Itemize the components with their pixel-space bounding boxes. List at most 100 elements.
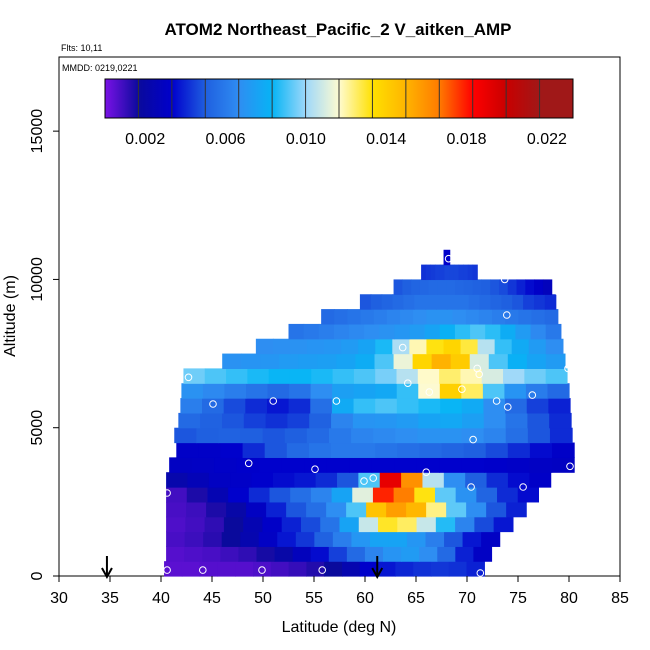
heatmap-cell [476, 487, 498, 503]
heatmap-cell [288, 398, 311, 414]
heatmap-cell [374, 412, 398, 429]
heatmap-cell [461, 412, 485, 429]
heatmap-cell [545, 338, 564, 355]
heatmap-cell [388, 531, 408, 547]
heatmap-cell [525, 279, 535, 295]
heatmap-cell [507, 472, 530, 488]
heatmap-cell [547, 383, 570, 399]
heatmap-cell [306, 427, 330, 444]
heatmap-cell [222, 353, 242, 369]
heatmap-cell [393, 279, 403, 295]
heatmap-cell [334, 309, 349, 325]
heatmap-cell [331, 487, 353, 503]
heatmap-cell [439, 309, 454, 325]
heatmap-cell [444, 264, 450, 281]
heatmap-cell [512, 294, 524, 310]
colorbar-segment [138, 79, 173, 118]
heatmap-cell [401, 546, 420, 562]
x-tick-label: 55 [305, 590, 323, 607]
heatmap-cell [369, 531, 390, 547]
heatmap-cell [304, 457, 328, 473]
heatmap-cell [310, 487, 333, 503]
heatmap-cell [295, 531, 315, 547]
sample-point [503, 311, 511, 319]
heatmap-cell [353, 383, 376, 399]
heatmap-cell [549, 412, 572, 429]
x-tick-label: 45 [203, 590, 221, 607]
heatmap-cell [409, 323, 426, 340]
heatmap-cell [377, 561, 396, 577]
y-axis-label: Altitude (m) [2, 275, 19, 357]
x-tick-label: 50 [254, 590, 272, 607]
heatmap-cell [485, 323, 501, 340]
heatmap-cell [346, 546, 366, 562]
heatmap-cell [452, 309, 467, 325]
heatmap-cell [360, 309, 375, 325]
dates-label: MMDD: 0219,0221 [62, 63, 138, 73]
heatmap-cell [490, 294, 502, 310]
colorbar-segment [539, 79, 574, 118]
heatmap-cell [259, 457, 283, 473]
heatmap-cell [434, 487, 457, 503]
heatmap-cell [500, 323, 517, 340]
heatmap-cell [355, 353, 376, 369]
heatmap-cell [375, 383, 398, 399]
heatmap-cell [243, 412, 267, 429]
heatmap-cell [549, 427, 573, 444]
heatmap-cell [328, 427, 352, 444]
heatmap-cell [440, 398, 463, 414]
heatmap-cell [292, 546, 312, 562]
heatmap-cell [230, 472, 253, 488]
heatmap-cell [430, 264, 436, 281]
sample-point [566, 462, 574, 471]
heatmap-cell [166, 531, 186, 547]
sample-point [422, 468, 431, 477]
heatmap-cell [202, 383, 226, 399]
heatmap-cell [439, 264, 446, 281]
heatmap-cell [414, 294, 426, 310]
x-tick-label: 65 [407, 590, 425, 607]
heatmap-cell [414, 487, 436, 503]
heatmap-cell [493, 516, 514, 533]
heatmap-cell [396, 398, 420, 414]
heatmap-cell [393, 487, 415, 503]
heatmap-cell [448, 561, 468, 577]
colorbar-segment [205, 79, 240, 118]
heatmap-cell [419, 442, 443, 458]
heatmap-cell [485, 442, 509, 458]
heatmap-cell [523, 294, 535, 310]
heatmap-cell [241, 353, 261, 369]
heatmap-cell [533, 294, 546, 310]
sample-point [258, 566, 266, 574]
heatmap-cell [462, 531, 482, 547]
heatmap-cell [419, 279, 430, 295]
heatmap-cell [255, 338, 274, 355]
sample-point [163, 489, 171, 497]
heatmap-cell [166, 472, 189, 488]
heatmap-cell [529, 472, 552, 488]
heatmap-cell [245, 398, 268, 414]
heatmap-cell [164, 561, 183, 577]
heatmap-cell [507, 353, 528, 369]
sample-point [318, 566, 327, 574]
heatmap-cell [286, 442, 310, 458]
heatmap-cell [236, 457, 260, 473]
heatmap-cell [242, 442, 266, 458]
heatmap-cell [321, 309, 335, 325]
heatmap-cell [422, 472, 445, 488]
heatmap-cell [364, 546, 384, 562]
heatmap-cell [166, 487, 188, 503]
y-tick-label: 5000 [29, 410, 46, 446]
sample-point [504, 403, 512, 411]
heatmap-cell [270, 561, 290, 577]
heatmap-cell [289, 338, 308, 355]
heatmap-cell [413, 561, 432, 577]
heatmap-cell [309, 412, 332, 429]
heatmap-cell [240, 427, 264, 444]
heatmap-cell [505, 398, 528, 414]
heatmap-cell [306, 561, 325, 577]
heatmap-cell [492, 309, 506, 325]
heatmap-cell [419, 546, 438, 562]
heatmap-cell [336, 353, 357, 369]
heatmap-cell [454, 323, 471, 340]
